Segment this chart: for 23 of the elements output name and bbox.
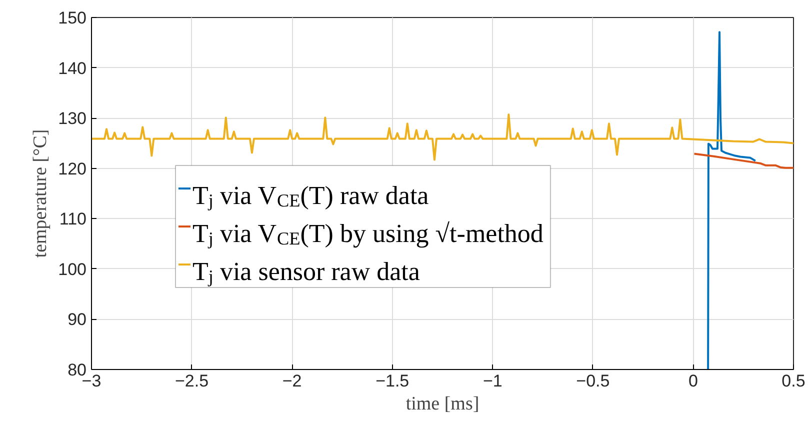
y-tick-label: 150: [58, 8, 87, 28]
y-tick-label: 100: [58, 260, 87, 279]
y-tick-label: 90: [68, 310, 87, 330]
line-series: [92, 114, 794, 161]
y-tick-label: 80: [68, 360, 87, 380]
y-tick-label: 130: [58, 109, 87, 128]
x-axis-title: time [ms]: [406, 394, 480, 414]
y-axis-title: temperature [°C]: [30, 129, 52, 258]
x-tick-label: −1.5: [376, 372, 410, 390]
x-tick-label: −2: [282, 372, 302, 390]
legend-label: Tj via VCE(T) raw data: [192, 181, 430, 210]
x-tick-label: 0.5: [782, 372, 806, 390]
line-series: [693, 152, 794, 169]
y-tick-label: 110: [59, 210, 87, 229]
x-tick-label: −0.5: [576, 372, 610, 390]
y-tick-label: 140: [58, 58, 87, 78]
x-tick-label: −1: [482, 372, 502, 390]
y-tick-label: 120: [58, 159, 87, 178]
line-series: [707, 31, 756, 370]
x-tick-label: 0: [688, 372, 698, 390]
legend-label: Tj via sensor raw data: [192, 257, 420, 286]
x-tick-label: −2.5: [175, 372, 209, 390]
legend-label: Tj via VCE(T) by using √t-method: [192, 219, 544, 248]
